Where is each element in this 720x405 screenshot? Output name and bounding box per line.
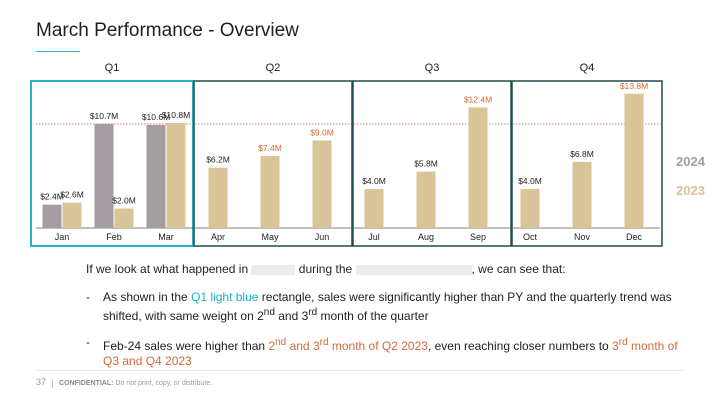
monthly-sales-bar-chart: Q1 Q2 Q3 Q4 $2.4M$2.6M Jan $10.7M $2.0M Feb $10.6… <box>30 62 663 247</box>
data-label: $4.0M <box>518 176 542 186</box>
data-label: $13.8M <box>620 81 648 91</box>
month-tick-label: May <box>261 232 279 242</box>
data-label: $10.8M <box>162 110 190 120</box>
bar-2023-apr <box>208 167 228 228</box>
footer-divider <box>36 370 684 371</box>
intro-text: If we look at what happened in during th… <box>86 262 566 276</box>
bar-2023-may <box>260 156 280 228</box>
quarter-box-q2 <box>193 80 353 247</box>
data-label: $10.7M <box>90 111 118 121</box>
bar-2023-jun <box>312 140 332 228</box>
month-tick-label: Dec <box>626 232 643 242</box>
data-label: $4.0M <box>362 176 386 186</box>
month-tick-label: Apr <box>211 232 225 242</box>
bar-2023-feb <box>114 208 134 228</box>
quarter-label: Q4 <box>580 62 595 74</box>
title-underline <box>36 51 80 52</box>
month-tick-label: Jun <box>315 232 330 242</box>
bar-2023-oct <box>520 189 540 228</box>
bar-2023-dec <box>624 93 644 228</box>
month-tick-label: Jan <box>55 232 70 242</box>
month-tick-label: Feb <box>106 232 122 242</box>
page-number: 37 <box>36 377 47 387</box>
month-tick-label: Jul <box>368 232 380 242</box>
month-tick-label: Oct <box>523 232 538 242</box>
bar-2023-jan <box>62 202 82 228</box>
data-label: $9.0M <box>310 127 334 137</box>
legend-2023: 2023 <box>676 183 705 198</box>
legend-2024: 2024 <box>676 154 705 169</box>
month-tick-label: Sep <box>470 232 486 242</box>
quarter-box-q3 <box>352 80 512 247</box>
bar-2023-aug <box>416 171 436 228</box>
redacted-text <box>251 264 296 275</box>
data-label: $2.4M <box>40 192 64 202</box>
bar-2023-sep <box>468 107 488 228</box>
quarter-label: Q2 <box>266 62 281 74</box>
bar-2024-mar <box>146 124 166 228</box>
quarter-label: Q1 <box>105 62 120 74</box>
data-label: $2.6M <box>60 190 84 200</box>
page-title: March Performance - Overview <box>36 20 299 41</box>
confidential-label: CONFIDENTIAL: <box>59 380 114 387</box>
bar-2024-jan <box>42 204 62 228</box>
commentary: If we look at what happened in during th… <box>86 262 686 380</box>
quarter-box-q4 <box>511 80 663 247</box>
bar-2023-jul <box>364 189 384 228</box>
confidential-notice: Do not print, copy, or distribute. <box>115 380 213 387</box>
footer: 37 CONFIDENTIAL: Do not print, copy, or d… <box>36 377 212 388</box>
bar-2023-mar <box>166 122 186 228</box>
data-label: $2.0M <box>112 196 136 206</box>
data-label: $12.4M <box>464 94 492 104</box>
data-label: $7.4M <box>258 143 282 153</box>
month-tick-label: Aug <box>418 232 434 242</box>
data-label: $6.2M <box>206 155 230 165</box>
quarter-label: Q3 <box>425 62 440 74</box>
data-label: $6.8M <box>570 149 594 159</box>
bullet-q1-shift: - As shown in the Q1 light blue rectangl… <box>86 290 672 323</box>
bullet-feb-comparison: - Feb-24 sales were higher than 2nd and … <box>86 335 678 368</box>
data-label: $10.6M <box>142 112 170 122</box>
bar-2024-feb <box>94 123 114 228</box>
quarter-box-q1 <box>30 80 194 247</box>
bar-2023-nov <box>572 161 592 228</box>
month-tick-label: Nov <box>574 232 591 242</box>
data-label: $5.8M <box>414 159 438 169</box>
redacted-text <box>355 264 472 275</box>
month-tick-label: Mar <box>158 232 174 242</box>
